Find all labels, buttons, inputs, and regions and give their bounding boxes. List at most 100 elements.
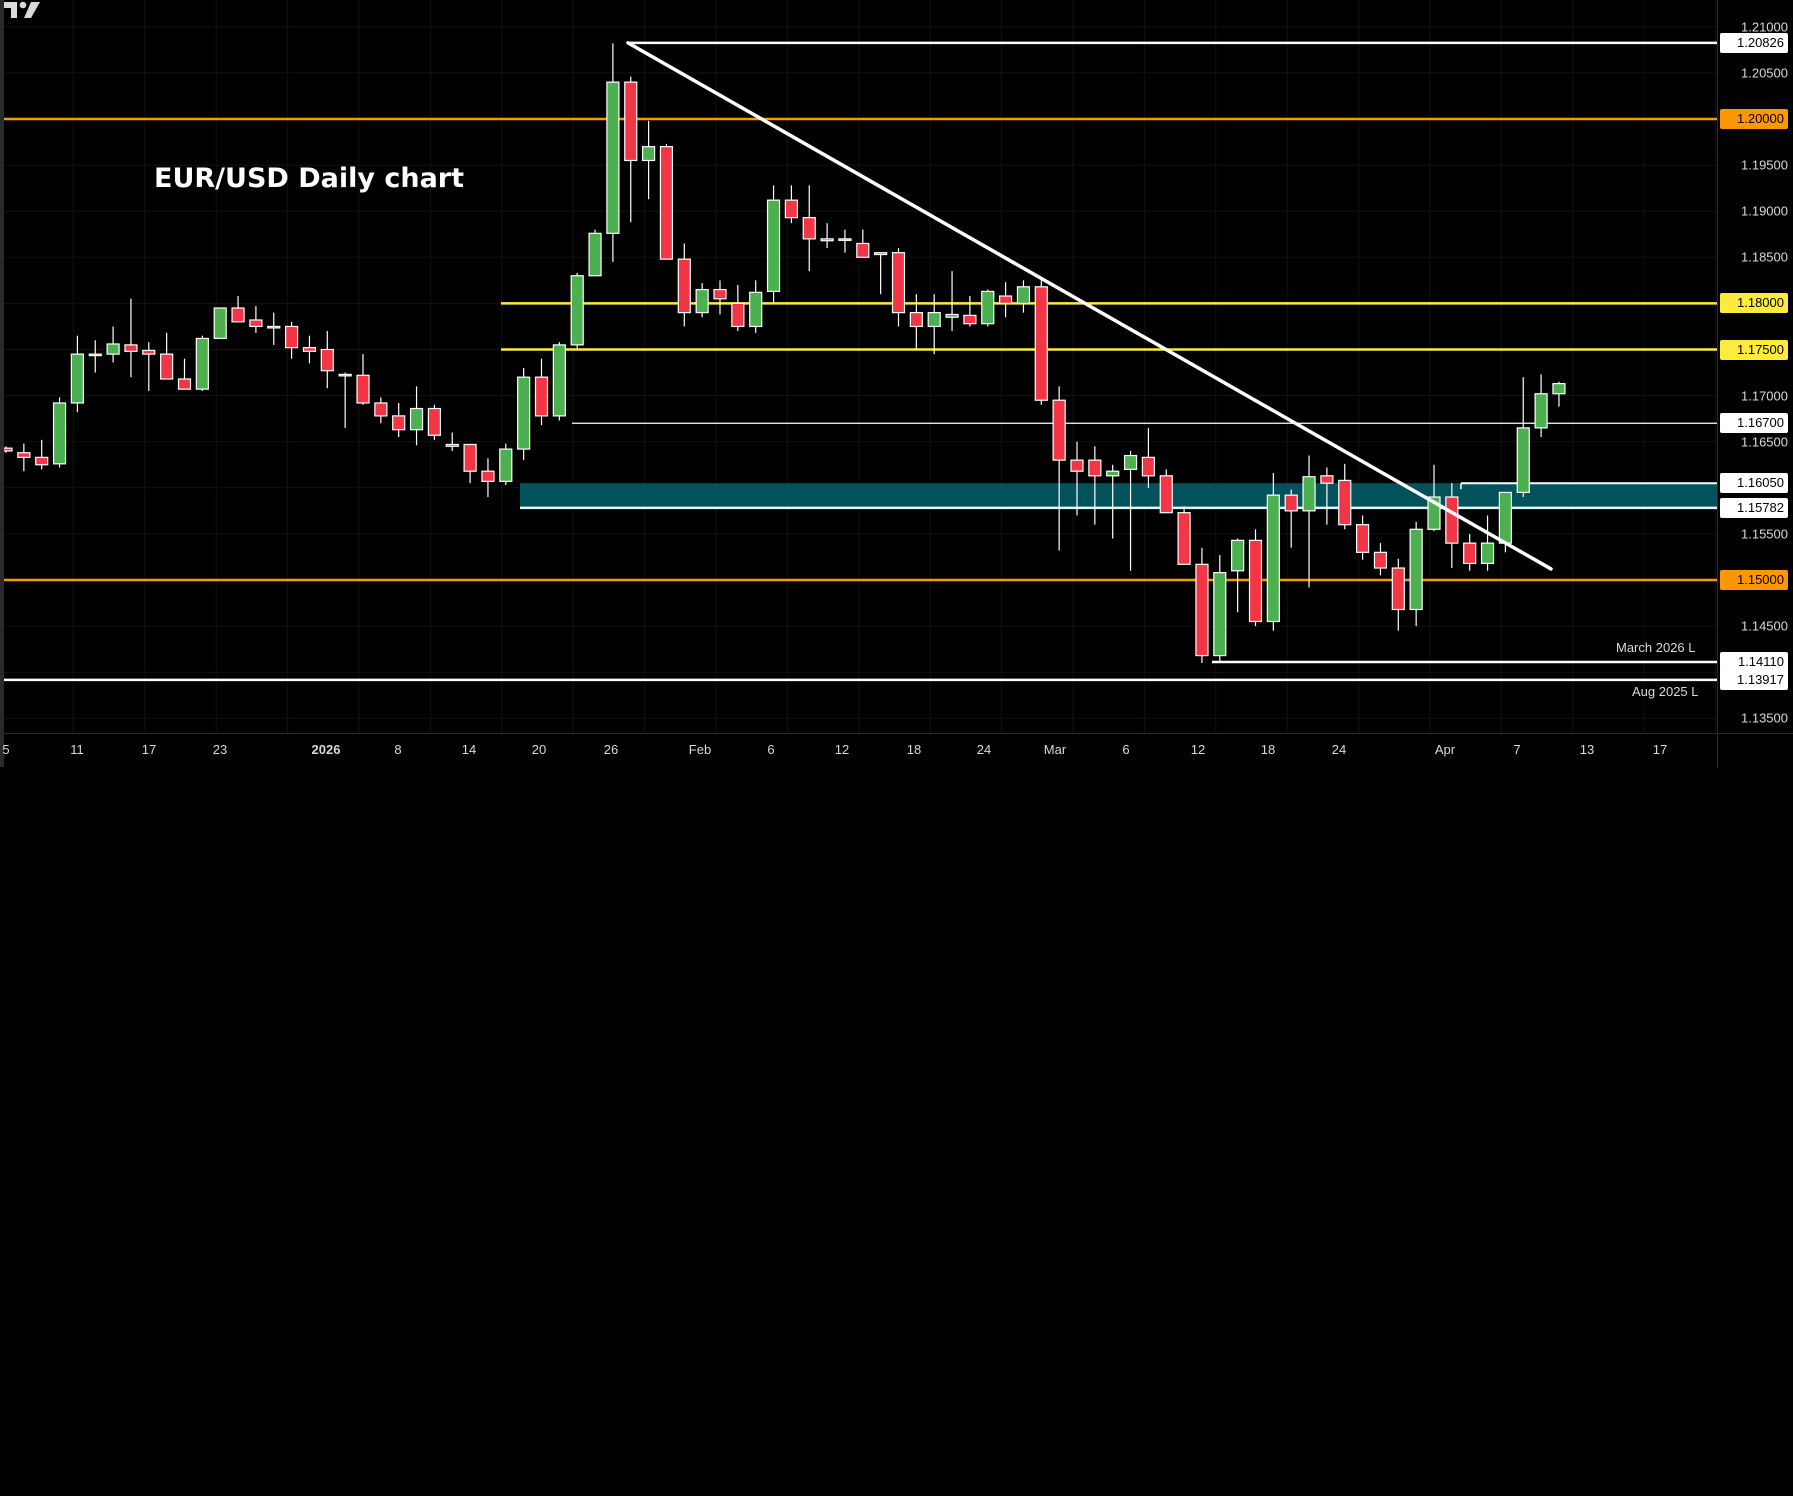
candle-bearish [909,312,923,328]
support-zone [520,483,1717,508]
candle-bullish [517,376,531,450]
time-tick-label: Mar [1043,742,1067,757]
candle-bearish [1338,479,1352,526]
candle-bearish [802,217,816,240]
chart-title: EUR/USD Daily chart [154,163,465,194]
candle-bullish [409,407,424,431]
candle-bullish [213,307,227,340]
chart-plot-area[interactable]: EUR/USD Daily chart March 2026 L Aug 202… [4,0,1717,733]
candle-bullish [1213,572,1227,657]
time-tick-label: 12 [834,742,850,757]
candle-bearish [1284,494,1298,512]
candle-bearish [35,456,49,466]
candle-bearish [427,407,441,436]
candle-bearish [320,348,334,372]
candle-bearish [1195,563,1209,657]
candle-bearish [713,288,727,300]
candle-bearish [302,347,317,352]
time-tick-label: 6 [1122,742,1130,757]
price-level-badge: 1.20826 [1720,32,1788,53]
candle-bullish [1552,383,1566,395]
candle-bullish [499,448,513,482]
time-tick-label: 6 [767,742,775,757]
candle-bullish [552,344,566,417]
time-tick-label: 18 [906,742,922,757]
candle-bearish [160,353,174,380]
candle-bearish [1177,512,1191,565]
candle-bullish [1106,470,1120,477]
time-tick-label: 24 [976,742,992,757]
candle-bearish [17,452,31,458]
candle-bullish [1231,539,1245,572]
time-tick-label: 26 [603,742,619,757]
candle-bearish [1355,524,1370,553]
candle-bullish [766,199,781,293]
candle-bearish [731,302,745,328]
candle-bullish [981,290,995,325]
price-axis[interactable]: 1.21000 1.20500 1.19500 1.19000 1.18500 1.170… [1717,0,1793,733]
chart-window: EUR/USD Daily chart March 2026 L Aug 202… [0,0,1793,768]
candle-bearish [820,238,834,242]
candle-bearish [463,443,477,472]
candle-bullish [52,402,67,465]
time-tick-label: 20 [531,742,547,757]
candle-bullish [588,232,602,277]
candle-bearish [231,307,245,323]
candle-bullish [1302,476,1316,512]
time-tick-label: 17 [141,742,157,757]
candle-bearish [1070,459,1084,472]
candle-bullish [70,353,85,404]
price-level-badge: 1.13917 [1720,669,1788,690]
price-tick-label: 1.19500 [1741,157,1788,173]
candle-bullish [945,313,959,318]
aug-2025-low-label: Aug 2025 L [1632,684,1699,699]
candle-bearish [1088,459,1102,477]
price-tick-label: 1.14500 [1741,618,1788,634]
price-level-badge: 1.16050 [1720,473,1788,494]
price-level-badge: 1.20000 [1720,109,1788,129]
candle-bearish [998,295,1013,304]
left-edge-border [0,0,4,767]
time-tick-label: 11 [70,742,84,757]
downtrend-line [626,41,1553,571]
price-tick-label: 1.18500 [1741,249,1788,265]
candle-bearish [677,258,691,314]
candle-bearish [1463,542,1477,565]
price-tick-label: 1.16500 [1741,434,1788,450]
candle-bullish [927,312,941,328]
candle-bearish [1052,399,1066,461]
time-tick-label: 17 [1652,742,1668,757]
candle-bearish [445,443,459,447]
price-tick-label: 1.17000 [1741,388,1788,404]
candle-bullish [1016,286,1031,304]
candle-bearish [1445,496,1459,544]
time-tick-label: 7 [1513,742,1521,757]
time-tick-label: 23 [212,742,228,757]
candle-bearish [1391,567,1405,611]
candle-bearish [659,146,674,260]
candle-bearish [1034,286,1048,401]
candlestick-canvas [4,0,1717,733]
price-tick-label: 1.21000 [1741,19,1788,35]
price-level-badge: 1.17500 [1720,339,1788,360]
candle-bearish [856,242,870,258]
candle-bearish [624,81,638,162]
time-axis[interactable]: 5 11 17 23 2026 8 14 20 26 Feb 6 12 18 24 Mar 6 12 18 24 Ap… [2,733,1717,768]
candle-bearish [1248,539,1263,623]
price-level-badge: 1.15782 [1720,497,1788,518]
candle-bullish [195,337,209,390]
price-tick-label: 1.13500 [1741,710,1788,726]
candle-bearish [392,415,406,431]
price-level-badge: 1.15000 [1720,570,1788,590]
candle-bearish [963,314,977,325]
price-tick-label: 1.19000 [1741,203,1788,219]
price-level-badge: 1.18000 [1720,293,1788,314]
time-tick-label: 14 [461,742,477,757]
candle-bearish [249,319,263,328]
candle-bullish [267,325,281,329]
candle-bearish [4,447,13,452]
candle-bearish [534,376,549,417]
candle-bearish [177,378,192,390]
time-tick-label: 18 [1260,742,1276,757]
time-tick-label: 12 [1190,742,1206,757]
